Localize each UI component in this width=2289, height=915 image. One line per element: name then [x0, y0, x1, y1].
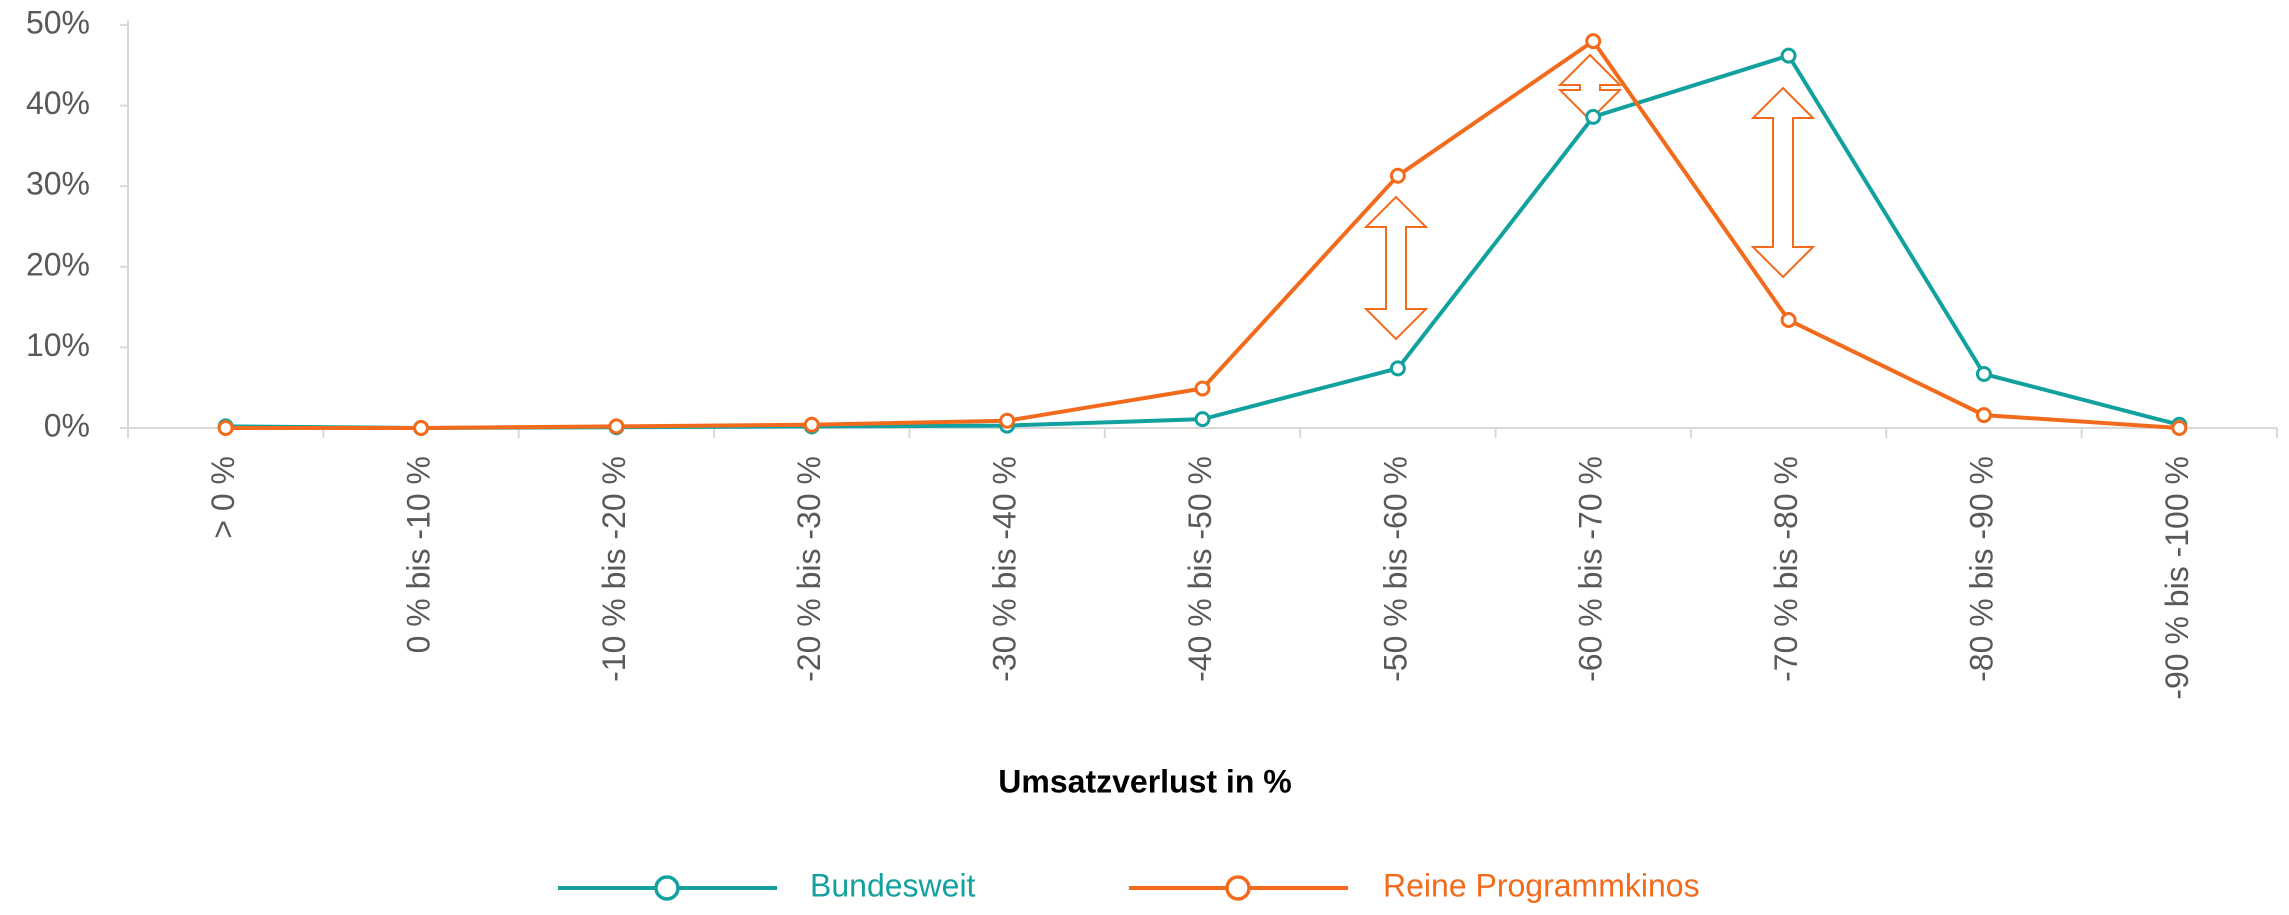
- x-tick-label: > 0 %: [205, 456, 241, 539]
- x-tick-label: -10 % bis -20 %: [596, 456, 632, 682]
- y-tick-label: 10%: [26, 327, 90, 363]
- point: [1975, 365, 1992, 382]
- x-tick-label: -60 % bis -70 %: [1573, 456, 1609, 682]
- y-tick-label: 30%: [26, 166, 90, 202]
- point: [1780, 47, 1797, 64]
- legend-label: Bundesweit: [810, 867, 976, 903]
- point: [1585, 33, 1602, 50]
- point: [1389, 167, 1406, 184]
- x-tick-label: -70 % bis -80 %: [1768, 456, 1804, 682]
- point: [1780, 311, 1797, 328]
- point: [1975, 407, 1992, 424]
- legend-marker: [654, 875, 680, 901]
- point: [1389, 360, 1406, 377]
- y-tick-label: 50%: [26, 4, 90, 40]
- legend-label: Reine Programmkinos: [1383, 867, 1700, 903]
- point: [1194, 380, 1211, 397]
- x-axis-title: Umsatzverlust in %: [998, 763, 1291, 799]
- point: [2171, 420, 2188, 436]
- x-tick-label: 0 % bis -10 %: [400, 456, 436, 653]
- x-tick-label: -90 % bis -100 %: [2159, 456, 2195, 700]
- series-line: [225, 38, 2180, 430]
- point: [1194, 411, 1211, 428]
- point: [999, 412, 1016, 429]
- x-tick-label: -80 % bis -90 %: [1963, 456, 1999, 682]
- point: [217, 420, 234, 436]
- y-tick-label: 0%: [44, 407, 90, 443]
- point: [608, 418, 625, 435]
- point: [413, 420, 430, 436]
- double-arrow: [1363, 195, 1429, 341]
- point: [803, 416, 820, 433]
- x-tick-label: -40 % bis -50 %: [1182, 456, 1218, 682]
- y-tick-label: 20%: [26, 246, 90, 282]
- x-tick-label: -50 % bis -60 %: [1377, 456, 1413, 682]
- legend-marker: [1225, 875, 1251, 901]
- y-tick-label: 40%: [26, 85, 90, 121]
- point: [1585, 108, 1602, 125]
- x-tick-label: -30 % bis -40 %: [987, 456, 1023, 682]
- x-tick-label: -20 % bis -30 %: [791, 456, 827, 682]
- series-line: [225, 53, 2180, 431]
- double-arrow: [1750, 86, 1816, 279]
